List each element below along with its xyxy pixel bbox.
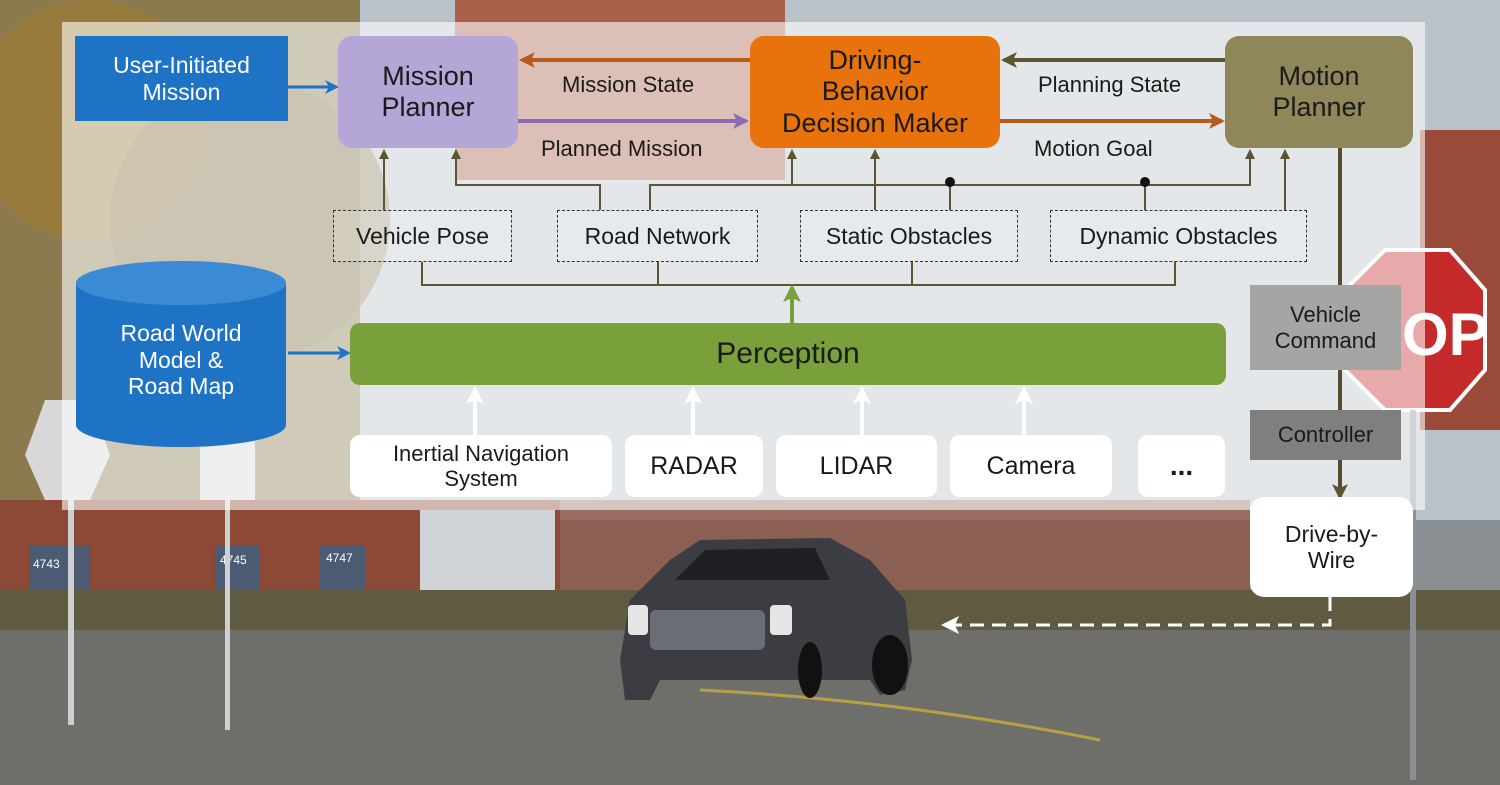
sensor-camera: Camera (950, 435, 1112, 497)
mission-planner-box: Mission Planner (338, 36, 518, 148)
sensor-lidar: LIDAR (776, 435, 937, 497)
dynamic-obstacles-box: Dynamic Obstacles (1050, 210, 1307, 262)
house-number-3: 4747 (326, 551, 353, 565)
perception-box: Perception (350, 323, 1226, 385)
static-obstacles-box: Static Obstacles (800, 210, 1018, 262)
user-initiated-mission-box: User-Initiated Mission (75, 36, 288, 121)
motion-goal-label: Motion Goal (1034, 136, 1153, 161)
decision-maker-box: Driving- Behavior Decision Maker (750, 36, 1000, 148)
house-number-2: 4745 (220, 553, 247, 567)
sensor-radar: RADAR (625, 435, 763, 497)
vehicle-command-box: Vehicle Command (1250, 285, 1401, 370)
sensor-more: ... (1138, 435, 1225, 497)
controller-box: Controller (1250, 410, 1401, 460)
vehicle-pose-box: Vehicle Pose (333, 210, 512, 262)
planned-mission-label: Planned Mission (541, 136, 703, 161)
mission-state-label: Mission State (562, 72, 695, 97)
road-world-model-cylinder: Road World Model & Road Map (120, 320, 242, 400)
house-number-1: 4743 (33, 557, 60, 571)
motion-planner-box: Motion Planner (1225, 36, 1413, 148)
sensor-inertial-navigation: Inertial Navigation System (350, 435, 612, 497)
drive-by-wire-box: Drive-by- Wire (1250, 497, 1413, 597)
road-network-box: Road Network (557, 210, 758, 262)
planning-state-label: Planning State (1038, 72, 1182, 97)
